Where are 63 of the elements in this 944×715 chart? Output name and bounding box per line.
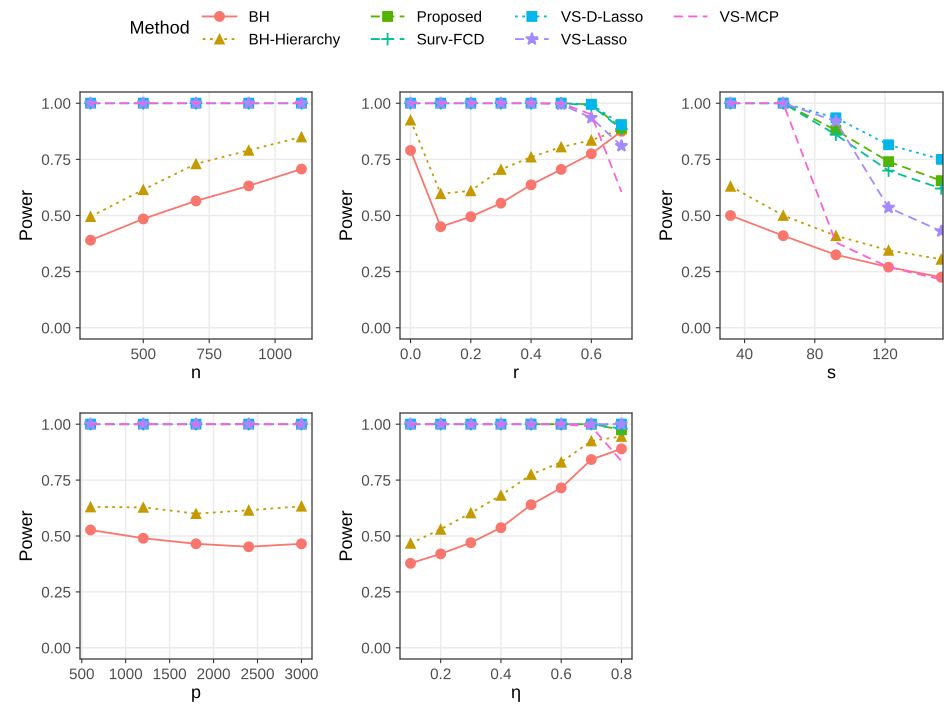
y-axis-title: Power: [340, 510, 352, 560]
x-tick-label: 1500: [154, 668, 186, 680]
x-axis-title: s: [827, 368, 836, 378]
legend-label: Surv-FCD: [417, 34, 484, 45]
y-axis-title: Power: [20, 190, 32, 240]
x-tick-label: 40: [736, 348, 752, 360]
y-tick-label: 0.00: [362, 642, 390, 654]
x-tick-label: 500: [70, 668, 94, 680]
x-tick-label: 0.2: [430, 668, 451, 680]
x-axis-title: p: [192, 688, 200, 702]
x-tick-label: 1000: [110, 668, 142, 680]
y-tick-label: 0.25: [682, 266, 710, 278]
y-tick-label: 0.75: [42, 154, 70, 166]
x-tick-label: 0.0: [400, 348, 421, 360]
y-tick-label: 0.25: [42, 266, 70, 278]
y-tick-label: 0.75: [682, 154, 710, 166]
y-tick-label: 0.75: [42, 474, 70, 486]
y-tick-label: 0.25: [362, 266, 390, 278]
legend-label: BH: [250, 11, 269, 22]
y-tick-label: 1.00: [362, 98, 390, 109]
x-axis-title: r: [514, 368, 519, 378]
y-tick-label: 0.25: [362, 586, 390, 598]
x-axis-title: n: [192, 368, 200, 378]
y-tick-label: 0.25: [42, 586, 70, 598]
legend-label: Proposed: [418, 10, 482, 25]
x-tick-label: 0.4: [521, 348, 542, 360]
y-tick-label: 0.50: [362, 210, 390, 222]
legend-label: BH-Hierarchy: [250, 33, 340, 48]
x-tick-label: 0.2: [460, 348, 481, 360]
legend-label: VS-MCP: [720, 11, 778, 22]
x-tick-label: 3000: [285, 668, 318, 680]
x-tick-label: 0.6: [581, 348, 602, 360]
y-tick-label: 0.75: [362, 474, 390, 486]
legend-label: VS-D-Lasso: [560, 11, 643, 22]
x-tick-label: 0.6: [551, 668, 572, 680]
legend-title: Method: [130, 20, 189, 34]
x-tick-label: 2500: [241, 668, 274, 680]
x-tick-label: 120: [873, 348, 898, 360]
y-axis-title: Power: [20, 510, 32, 560]
x-tick-label: 1000: [259, 348, 292, 360]
y-tick-label: 0.50: [362, 530, 390, 542]
y-tick-label: 0.75: [362, 154, 390, 166]
x-axis-title: η: [512, 688, 520, 702]
x-tick-label: 0.4: [490, 668, 512, 680]
y-tick-label: 1.00: [362, 419, 390, 430]
y-tick-label: 1.00: [42, 419, 70, 430]
y-tick-label: 1.00: [42, 98, 70, 109]
y-tick-label: 0.00: [682, 322, 710, 334]
y-tick-label: 1.00: [682, 98, 710, 109]
y-tick-label: 0.00: [42, 642, 70, 654]
y-axis-title: Power: [660, 190, 672, 240]
y-tick-label: 0.00: [42, 322, 70, 334]
y-tick-label: 0.00: [362, 322, 390, 334]
y-tick-label: 0.50: [42, 530, 70, 542]
x-tick-label: 750: [197, 348, 222, 360]
y-tick-label: 0.50: [42, 210, 70, 222]
x-tick-label: 0.8: [611, 668, 632, 680]
legend-label: VS-Lasso: [560, 34, 626, 45]
y-tick-label: 0.50: [682, 210, 710, 222]
x-tick-label: 2000: [197, 668, 230, 680]
y-axis-title: Power: [340, 190, 352, 240]
x-tick-label: 80: [806, 348, 823, 360]
x-tick-label: 500: [131, 348, 156, 360]
